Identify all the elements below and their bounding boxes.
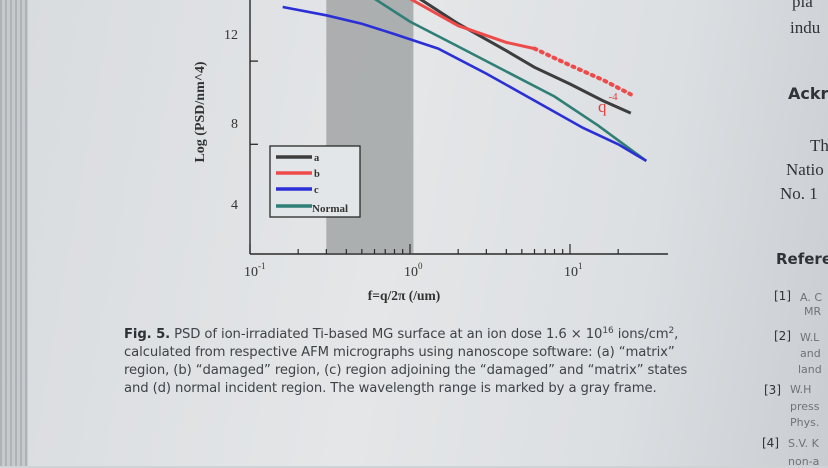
x-tick-base: 10 xyxy=(244,265,258,280)
reference-2-number: [2] xyxy=(774,329,791,343)
reference-3-line-2: press xyxy=(790,400,820,413)
series-b-q4-dotted-line xyxy=(532,46,633,97)
series-normal-line xyxy=(374,0,648,162)
x-tick-exponent: 0 xyxy=(418,261,423,271)
x-axis-label: f=q/2π (/um) xyxy=(368,288,440,303)
y-tick-label-4: 4 xyxy=(231,198,238,213)
x-tick-marks xyxy=(249,244,619,254)
reference-3-line-1: W.H xyxy=(790,383,812,396)
reference-2-line-3: land xyxy=(798,363,822,376)
right-column-fragments: pla indu Ackr Th Natio No. 1 Refere [1] … xyxy=(760,0,828,468)
legend-label-a: a xyxy=(314,153,320,164)
y-tick-marks xyxy=(250,60,258,145)
fragment-pla: pla xyxy=(792,0,813,11)
series-b-line xyxy=(409,0,535,51)
caption-line-1-end: , xyxy=(674,327,679,342)
series-c-line xyxy=(282,5,647,163)
fragment-natio: Natio xyxy=(786,160,824,179)
x-tick-base: 10 xyxy=(404,265,418,280)
y-tick-label-12: 12 xyxy=(224,28,238,43)
y-axis-label: Log (PSD/nm^4) xyxy=(193,61,208,162)
reference-4-line-1: S.V. K xyxy=(788,437,819,450)
caption-line-2: calculated from respective AFM micrograp… xyxy=(124,345,675,360)
page-binding-edge xyxy=(0,0,28,466)
reference-1-line-2: MR xyxy=(804,305,822,318)
caption-line-1-text: PSD of ion-irradiated Ti-based MG surfac… xyxy=(174,327,603,342)
x-tick-exponent: 1 xyxy=(578,261,583,271)
reference-3-number: [3] xyxy=(764,383,781,397)
legend-label-c: c xyxy=(314,185,319,196)
caption-dose-exponent: 16 xyxy=(602,326,614,336)
x-tick-exponent: -1 xyxy=(258,261,266,271)
fragment-no1: No. 1 xyxy=(780,184,818,203)
series-a-line xyxy=(418,0,632,115)
legend-label-normal: Normal xyxy=(312,203,348,215)
reference-1-number: [1] xyxy=(774,289,791,303)
fragment-references-heading: Refere xyxy=(776,250,828,268)
reference-4-line-2: non-a xyxy=(788,455,820,468)
reference-4-number: [4] xyxy=(762,436,779,450)
annotation-exponent: -4 xyxy=(609,91,619,103)
x-tick-base: 10 xyxy=(564,265,578,280)
x-tick-label-10: 101 xyxy=(564,261,583,280)
page-paper xyxy=(28,0,828,466)
q-minus-4-annotation: q -4 xyxy=(598,91,618,116)
caption-figure-label: Fig. 5. xyxy=(124,327,171,342)
reference-2-line-1: W.L xyxy=(800,331,820,344)
fragment-indu: indu xyxy=(790,18,821,37)
caption-line-1: Fig. 5. PSD of ion-irradiated Ti-based M… xyxy=(124,322,734,344)
caption-line-4: and (d) normal incident region. The wave… xyxy=(124,381,657,396)
legend: a b c Normal xyxy=(269,145,361,218)
figure-caption: Fig. 5. PSD of ion-irradiated Ti-based M… xyxy=(124,322,734,398)
caption-units: ions/cm xyxy=(613,327,669,342)
reference-1-line-1: A. C xyxy=(800,291,823,304)
x-tick-label-1: 100 xyxy=(404,261,423,280)
annotation-base: q xyxy=(598,97,607,116)
fragment-th: Th xyxy=(810,136,828,155)
reference-2-line-2: and xyxy=(800,347,821,360)
y-tick-label-8: 8 xyxy=(231,117,238,132)
caption-units-exponent: 2 xyxy=(668,326,675,336)
legend-label-b: b xyxy=(314,169,320,180)
fragment-acknowledgements-heading: Ackr xyxy=(788,84,828,103)
x-tick-label-0.1: 10-1 xyxy=(244,261,266,280)
reference-3-line-3: Phys. xyxy=(790,416,820,429)
caption-line-3: region, (b) “damaged” region, (c) region… xyxy=(124,363,688,378)
